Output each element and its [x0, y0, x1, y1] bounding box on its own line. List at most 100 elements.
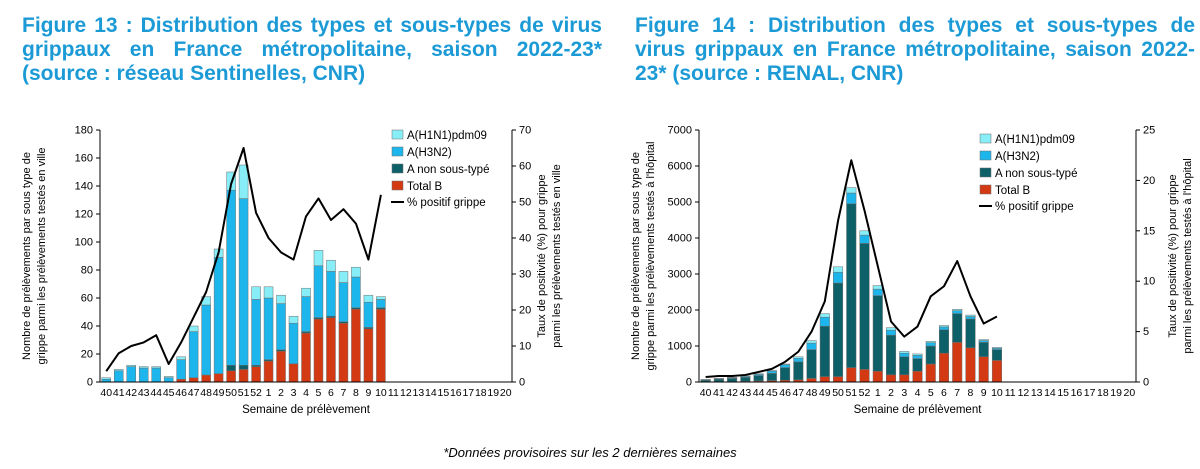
fig13-xtick-15: 15 [437, 387, 449, 399]
fig13-xtick-3: 3 [291, 387, 297, 399]
fig14-bar-h1n1-40 [700, 379, 711, 381]
fig14-xtick-49: 49 [819, 387, 831, 399]
fig14-bar-a_nst-41 [713, 378, 724, 382]
fig14-bar-a_nst-8 [965, 318, 976, 349]
fig14-ytick-1000: 1000 [668, 341, 692, 353]
fig14-bar-b-52 [859, 369, 870, 383]
fig13-xtick-51: 51 [238, 387, 250, 399]
fig13-legend-label-a_nst: A non sous-typé [407, 164, 489, 176]
fig14-bar-a_nst-4 [912, 358, 923, 372]
fig13-xtick-45: 45 [163, 387, 175, 399]
fig13-bar-b-6 [326, 317, 336, 383]
fig13-ytick-80: 80 [81, 265, 93, 277]
fig14-xtick-16: 16 [1071, 387, 1083, 399]
fig14-bar-h3n2-50 [833, 271, 844, 284]
fig14-bar-a_nst-5 [925, 345, 936, 365]
fig13-bar-h3n2-48 [201, 304, 211, 376]
fig13-xtick-8: 8 [353, 387, 359, 399]
fig14-bar-a_nst-43 [740, 377, 751, 382]
fig14-bar-a_nst-52 [859, 243, 870, 370]
fig14-xtick-9: 9 [981, 387, 987, 399]
fig13-bar-h3n2-8 [351, 276, 361, 309]
fig13-bar-b-10 [376, 308, 386, 383]
fig14-ytick-0: 0 [686, 377, 692, 389]
fig13-bar-b-50 [226, 370, 236, 383]
fig14-xtick-10: 10 [991, 387, 1003, 399]
fig13-xtick-47: 47 [188, 387, 200, 399]
fig13-bar-h1n1-4 [301, 287, 311, 297]
fig13-ytick-180: 180 [75, 125, 93, 137]
fig14-bar-b-3 [899, 374, 910, 383]
fig13-bar-b-1 [263, 360, 274, 383]
fig13-y2-axis-title-2: parmi les prélèvements testés en ville [551, 164, 563, 347]
fig14-bar-h3n2-3 [899, 352, 910, 358]
fig13-bar-h3n2-47 [188, 331, 199, 379]
fig14-bar-h1n1-8 [965, 314, 976, 317]
fig14-ytick-3000: 3000 [668, 269, 692, 281]
fig13-y2tick-70: 70 [519, 125, 531, 137]
fig13-bar-h3n2-9 [363, 301, 374, 328]
fig14-xtick-41: 41 [713, 387, 725, 399]
fig14-bar-h1n1-1 [872, 285, 883, 290]
fig14-xtick-11: 11 [1005, 387, 1016, 399]
fig13-ytick-140: 140 [75, 181, 93, 193]
fig13-ytick-0: 0 [87, 377, 93, 389]
fig13-bar-h1n1-10 [376, 296, 386, 300]
fig14-bar-h1n1-7 [952, 309, 963, 311]
fig14-bar-h1n1-51 [846, 187, 857, 194]
fig13-y2tick-40: 40 [519, 233, 531, 245]
fig14-xtick-19: 19 [1110, 387, 1122, 399]
fig13-line-positivite [105, 147, 382, 372]
fig13-bar-h1n1-1 [263, 286, 274, 299]
fig13-ytick-60: 60 [81, 293, 93, 305]
fig13-bar-h1n1-6 [326, 259, 336, 272]
fig14-bar-b-5 [925, 363, 936, 383]
fig14-bar-a_nst-42 [727, 378, 738, 382]
fig14-bar-b-6 [938, 352, 950, 383]
fig13-bar-h3n2-44 [151, 367, 161, 383]
fig13-xtick-1: 1 [266, 387, 272, 399]
fig14-xtick-5: 5 [928, 387, 934, 399]
fig14-bar-b-7 [952, 342, 963, 383]
fig13-y-axis-title-1: Nombre de prélèvements par sous type de [21, 152, 33, 360]
fig14-bar-b-51 [846, 367, 857, 383]
fig14-bar-h1n1-42 [727, 377, 738, 379]
fig14-bar-h1n1-47 [793, 356, 804, 359]
fig14-xtick-20: 20 [1124, 387, 1136, 399]
fig13-xtick-18: 18 [475, 387, 487, 399]
fig14-xtick-17: 17 [1084, 387, 1096, 399]
fig14-bar-a_nst-50 [833, 282, 844, 377]
fig14-bar-h1n1-52 [859, 230, 870, 236]
fig13-bar-h1n1-45 [163, 376, 174, 379]
fig14-xtick-8: 8 [968, 387, 974, 399]
fig13-bar-h1n1-3 [288, 315, 299, 324]
fig14-bar-a_nst-45 [766, 373, 777, 381]
fig13-bar-h3n2-2 [276, 303, 286, 351]
fig13-y-axis-title-2: grippe parmi les prélèvements testés en … [36, 147, 48, 364]
fig14-bar-h3n2-46 [780, 364, 791, 368]
fig14-xtick-50: 50 [832, 387, 844, 399]
fig14-bar-h1n1-5 [925, 341, 936, 344]
fig13-xtick-16: 16 [450, 387, 462, 399]
fig14-xtick-3: 3 [901, 387, 907, 399]
fig13-xtick-42: 42 [125, 387, 137, 399]
fig14-bar-h3n2-48 [806, 342, 817, 350]
fig14-xtick-13: 13 [1031, 387, 1043, 399]
fig13-ytick-40: 40 [81, 321, 93, 333]
fig14-bar-h1n1-3 [899, 351, 910, 354]
fig14-bar-h3n2-49 [819, 316, 830, 327]
fig14-xtick-7: 7 [954, 387, 960, 399]
fig13-bar-b-9 [363, 328, 374, 383]
fig13-bar-h3n2-41 [113, 370, 124, 383]
fig13-bar-h3n2-10 [376, 299, 386, 309]
fig14-bar-h3n2-47 [793, 357, 804, 363]
fig14-y2-axis-title-1: Taux de positivité (%) pour grippe [1167, 174, 1179, 337]
footnote: *Données provisoires sur les 2 dernières… [443, 445, 737, 460]
fig14-bar-h1n1-41 [713, 378, 724, 380]
fig14-bar-a_nst-7 [952, 313, 963, 343]
fig13-bar-a_nst-51 [238, 364, 249, 370]
fig14-bar-b-2 [886, 374, 897, 383]
fig13-bar-b-48 [201, 374, 211, 383]
fig13-bar-h3n2-51 [238, 198, 249, 366]
fig14-bar-a_nst-48 [806, 349, 817, 379]
